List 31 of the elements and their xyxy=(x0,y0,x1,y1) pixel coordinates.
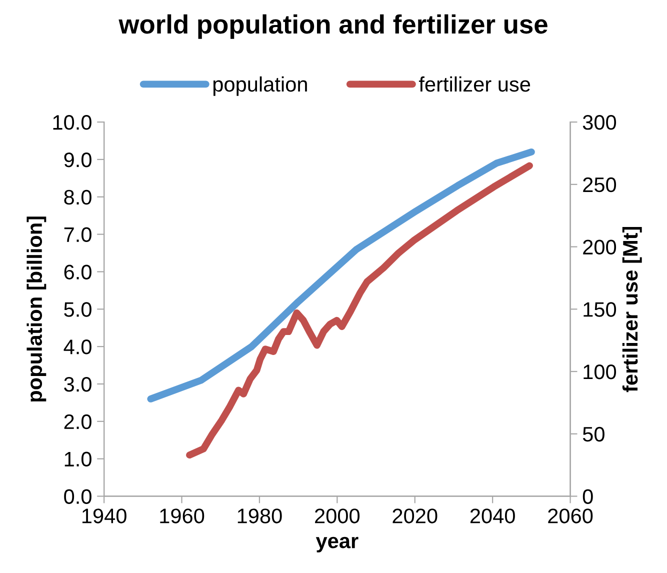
y-axis-title: population [billion] xyxy=(26,216,46,402)
x-tick-label: 2040 xyxy=(470,508,515,524)
x-tick-label: 2020 xyxy=(392,508,438,524)
chart-title: world population and fertilizer use xyxy=(118,14,548,39)
x-tick-label: 1960 xyxy=(160,508,204,524)
y2-axis-title: fertilizer use [Mt] xyxy=(622,226,642,392)
y2-tick-label: 50 xyxy=(582,426,604,442)
y2-tick-label: 300 xyxy=(582,115,616,130)
y-tick-label: 4.0 xyxy=(64,340,92,354)
legend-label: population xyxy=(213,76,307,96)
y-tick-label: 7.0 xyxy=(64,227,92,242)
y-tick-label: 10.0 xyxy=(53,115,92,130)
y2-tick-label: 150 xyxy=(584,302,616,317)
y2-tick-label: 250 xyxy=(583,177,616,192)
y-tick-label: 8.0 xyxy=(64,190,92,205)
y-tick-label: 5.0 xyxy=(64,302,92,317)
y-tick-label: 3.0 xyxy=(64,376,92,392)
y-tick-label: 0.0 xyxy=(64,489,92,504)
y-tick-label: 9.0 xyxy=(64,152,92,168)
legend-label: fertilizer use xyxy=(418,76,530,92)
y-tick-label: 6.0 xyxy=(64,264,92,280)
y2-tick-label: 200 xyxy=(583,240,616,255)
y-tick-label: 1.0 xyxy=(64,452,92,467)
y-tick-label: 2.0 xyxy=(64,414,92,430)
x-tick-label: 2000 xyxy=(315,508,360,524)
y2-tick-label: 100 xyxy=(584,364,616,380)
x-axis-title: year xyxy=(316,536,358,552)
y2-tick-label: 0 xyxy=(582,489,593,504)
x-tick-label: 1940 xyxy=(82,508,126,524)
x-tick-label: 1980 xyxy=(238,508,282,524)
x-tick-label: 2060 xyxy=(548,508,593,524)
